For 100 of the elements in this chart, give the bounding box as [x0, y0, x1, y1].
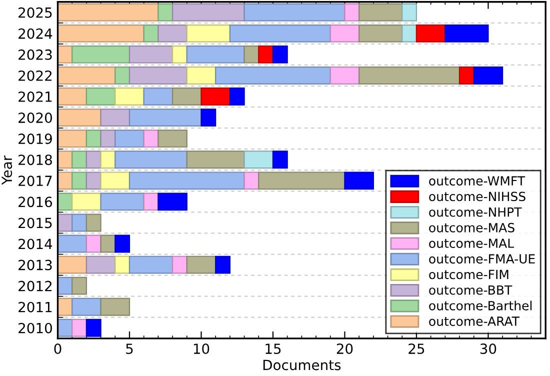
- bar: [58, 234, 87, 253]
- bar: [100, 234, 116, 253]
- bar: [330, 66, 360, 84]
- bar: [186, 24, 230, 42]
- bar: [114, 234, 130, 253]
- bar: [244, 150, 274, 169]
- bar: [143, 130, 159, 148]
- bar: [114, 256, 130, 274]
- bar: [86, 318, 102, 337]
- y-tick-label: 2023: [18, 49, 52, 60]
- bar: [72, 276, 87, 295]
- bar: [158, 192, 188, 211]
- bar: [402, 24, 418, 42]
- y-tick-label: 2014: [18, 238, 52, 250]
- bar: [186, 256, 216, 274]
- bar: [128, 45, 174, 64]
- bar: [344, 172, 374, 190]
- bar: [72, 150, 87, 169]
- x-tick-label: 0: [54, 344, 62, 354]
- y-tick-label: 2015: [18, 218, 52, 228]
- x-tick-label: 30: [480, 344, 496, 354]
- x-tick-label: 15: [266, 344, 281, 354]
- y-tick-label: 2017: [18, 176, 52, 186]
- bar: [86, 150, 102, 169]
- bar: [215, 256, 230, 274]
- legend-label: outcome-NHPT: [429, 207, 522, 217]
- legend-label: outcome-ARAT: [429, 316, 520, 326]
- bar: [114, 66, 130, 84]
- bar: [344, 3, 360, 22]
- bar: [200, 108, 216, 127]
- bar: [72, 192, 102, 211]
- bar: [72, 45, 130, 64]
- legend-label: outcome-FIM: [429, 270, 508, 280]
- bar: [86, 130, 102, 148]
- bar: [258, 45, 274, 64]
- bar: [86, 214, 102, 232]
- bar: [444, 24, 489, 42]
- bar: [272, 45, 288, 64]
- y-tick-label: 2010: [18, 322, 52, 334]
- bar: [358, 3, 403, 22]
- bar: [100, 150, 116, 169]
- y-tick-label: 2019: [18, 134, 52, 144]
- bar: [143, 24, 159, 42]
- y-tick-label: 2022: [18, 70, 52, 81]
- bar: [128, 108, 202, 127]
- bar: [58, 108, 102, 127]
- bar: [244, 45, 260, 64]
- y-tick-label: 2020: [18, 112, 52, 124]
- bar: [72, 214, 87, 232]
- bar: [172, 3, 245, 22]
- x-axis-title: Documents: [263, 360, 341, 370]
- bar: [86, 172, 102, 190]
- x-tick-label: 20: [336, 344, 353, 354]
- y-tick-label: 2013: [18, 260, 52, 270]
- bar: [114, 150, 188, 169]
- bar: [72, 172, 87, 190]
- bar: [473, 66, 504, 84]
- bar: [58, 66, 116, 84]
- legend-label: outcome-WMFT: [429, 176, 526, 186]
- bar: [72, 298, 102, 316]
- y-tick-label: 2018: [18, 154, 52, 166]
- bar: [186, 150, 245, 169]
- bar: [100, 172, 130, 190]
- y-tick-label: 2012: [18, 280, 52, 292]
- y-tick-label: 2011: [18, 302, 52, 312]
- bar: [186, 66, 216, 84]
- bar: [58, 256, 87, 274]
- bar: [58, 130, 87, 148]
- bar: [72, 318, 87, 337]
- bar: [100, 192, 144, 211]
- x-tick-label: 10: [194, 344, 210, 354]
- bar: [244, 3, 346, 22]
- bar: [100, 130, 116, 148]
- bar: [58, 88, 87, 106]
- y-tick-label: 2024: [18, 28, 52, 39]
- bar: [58, 3, 159, 22]
- bar: [215, 66, 331, 84]
- bar: [186, 45, 245, 64]
- bar: [458, 66, 474, 84]
- bar: [244, 172, 260, 190]
- y-tick-label: 2025: [18, 7, 52, 18]
- bar: [172, 88, 202, 106]
- bar: [114, 130, 144, 148]
- bar: [100, 298, 130, 316]
- legend-label: outcome-MAL: [429, 238, 514, 248]
- bar: [172, 45, 188, 64]
- bar: [100, 108, 130, 127]
- y-axis-title: Year: [2, 155, 12, 185]
- y-tick-label: 2016: [18, 196, 52, 208]
- bar: [128, 172, 245, 190]
- bar: [158, 3, 174, 22]
- bar: [200, 88, 230, 106]
- bar: [402, 3, 418, 22]
- bar: [258, 172, 346, 190]
- bar: [172, 256, 188, 274]
- legend-label: outcome-Barthel: [429, 300, 532, 310]
- bar: [416, 24, 446, 42]
- bar: [158, 24, 188, 42]
- legend-label: outcome-NIHSS: [429, 192, 526, 202]
- bar: [128, 256, 174, 274]
